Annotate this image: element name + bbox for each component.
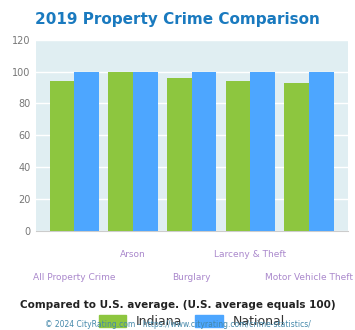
Bar <box>226 81 250 231</box>
Bar <box>284 83 309 231</box>
Bar <box>167 78 192 231</box>
Text: Motor Vehicle Theft: Motor Vehicle Theft <box>265 273 353 282</box>
Legend: Indiana, National: Indiana, National <box>94 310 290 330</box>
Bar <box>250 72 275 231</box>
Bar <box>133 72 158 231</box>
Text: All Property Crime: All Property Crime <box>33 273 116 282</box>
Bar <box>192 72 216 231</box>
Text: Compared to U.S. average. (U.S. average equals 100): Compared to U.S. average. (U.S. average … <box>20 300 335 310</box>
Text: Larceny & Theft: Larceny & Theft <box>214 250 286 259</box>
Text: 2019 Property Crime Comparison: 2019 Property Crime Comparison <box>35 12 320 26</box>
Bar <box>74 72 99 231</box>
Bar <box>309 72 334 231</box>
Bar <box>50 81 74 231</box>
Text: © 2024 CityRating.com - https://www.cityrating.com/crime-statistics/: © 2024 CityRating.com - https://www.city… <box>45 319 310 329</box>
Text: Arson: Arson <box>120 250 146 259</box>
Bar <box>108 72 133 231</box>
Text: Burglary: Burglary <box>173 273 211 282</box>
